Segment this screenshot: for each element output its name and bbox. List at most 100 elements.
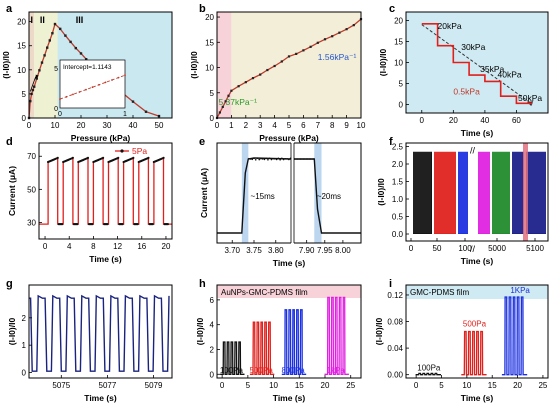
data-point-b: [251, 77, 255, 80]
ylabel-e: Current (μA): [199, 168, 209, 218]
x-tick-label-a: 30: [103, 121, 112, 130]
ylabel-g: (I-I0)/I0: [7, 318, 17, 346]
data-point-a: [33, 85, 36, 88]
data-point-e: [286, 158, 288, 160]
inset-data-point: [72, 93, 74, 96]
data-point-a: [46, 46, 49, 49]
y-tick-label-f: 0.5: [392, 213, 404, 222]
data-point-a: [31, 88, 35, 92]
x-tick-label-d: 16: [137, 242, 146, 251]
y-tick-label-c: 5: [399, 80, 404, 89]
data-point-a: [29, 99, 32, 103]
current-trace: [39, 156, 172, 225]
y-tick-label-c: 15: [394, 37, 403, 46]
region-band-b: [217, 12, 232, 118]
inset-data-point: [124, 74, 126, 77]
data-point-d: [121, 223, 124, 226]
panel-letter-f: f: [389, 136, 393, 148]
cycle-block-f: [512, 151, 524, 234]
x-tick-label-d: 4: [67, 242, 72, 251]
rise-time-band: [241, 143, 249, 243]
panel-letter-e: e: [199, 136, 205, 148]
data-point-a: [69, 40, 72, 44]
data-point-b: [244, 81, 247, 84]
data-point-b: [331, 35, 334, 38]
x-tick-label-e: 3.70: [224, 246, 240, 255]
axis-break-mark-f-x: //: [470, 244, 476, 254]
y-tick-label-h: 6: [210, 296, 215, 305]
data-point-e: [267, 158, 269, 161]
x-tick-label-c: 20: [449, 116, 458, 125]
x-tick-label-g: 5075: [52, 381, 70, 390]
data-point-e: [256, 157, 259, 160]
data-point-d: [86, 156, 90, 159]
y-tick-label-c: 20: [394, 16, 403, 25]
data-point-a: [48, 39, 51, 42]
data-point-b: [352, 24, 355, 27]
title-band-i: [406, 285, 548, 299]
data-point-e: [251, 158, 254, 161]
y-tick-label-f: 1.0: [392, 195, 404, 204]
x-tick-label-c: 40: [480, 116, 489, 125]
inset-data-point: [111, 79, 113, 81]
data-point-e: [275, 158, 278, 161]
data-point-e: [302, 158, 305, 160]
pressure-group-label: 800Pa: [282, 366, 306, 375]
y-tick-label-i: 0.08: [387, 318, 403, 327]
data-point-e: [309, 158, 312, 160]
cycle-block-f: [434, 151, 456, 234]
inset-data-point: [78, 91, 81, 93]
y-tick-label-h: 2: [210, 345, 215, 354]
pressure-group-trace: [324, 296, 349, 375]
inset-annotation: Intercept=1.1143: [63, 64, 112, 71]
panel-letter-i: i: [389, 278, 392, 290]
recovery-time-label: ~20ms: [317, 192, 341, 201]
ylabel-b: (I-I0)/I0: [189, 51, 199, 79]
data-point-a: [38, 69, 41, 72]
region-label-I: I: [31, 15, 34, 25]
region-label-II: II: [40, 15, 45, 25]
x-tick-label-a: 0: [27, 121, 32, 130]
data-point-e: [261, 158, 264, 160]
pressure-group-label: 500Pa: [463, 320, 487, 329]
y-tick-label-a: 15: [17, 42, 26, 51]
x-tick-label-d: 8: [91, 242, 96, 251]
highlight-window-f: [523, 143, 528, 241]
x-tick-label-b: 7: [316, 121, 321, 130]
plot-frame-d: [38, 142, 173, 240]
x-tick-label-f: 5000: [488, 244, 506, 253]
plot-frame-h: [216, 284, 362, 379]
data-point-e: [249, 158, 252, 160]
panel-letter-g: g: [6, 278, 13, 290]
ylabel-i: (I-I0)/I0: [374, 318, 384, 346]
plot-frame-f: [405, 142, 549, 242]
x-tick-label-d: 12: [113, 242, 122, 251]
x-tick-label-h: 25: [346, 381, 355, 390]
data-point-e: [304, 158, 306, 160]
y-tick-label-f: 0.0: [392, 230, 404, 239]
data-point-e: [274, 158, 276, 160]
fall-time-band: [314, 143, 322, 243]
y-tick-label-c: 0: [399, 101, 404, 110]
pressure-group-trace: [501, 296, 528, 376]
x-tick-label-i: 25: [538, 381, 547, 390]
x-tick-label-b: 6: [301, 121, 306, 130]
x-tick-label-b: 3: [258, 121, 263, 130]
cycle-trace-g: [29, 294, 170, 372]
data-point-b: [224, 100, 227, 103]
data-point-b: [287, 55, 291, 58]
plot-frame-a: [28, 11, 173, 119]
ylabel-h: (I-I0)/I0: [195, 318, 205, 346]
data-point-a: [59, 27, 62, 31]
y-tick-label-c: 10: [394, 59, 403, 68]
data-point-e: [247, 157, 250, 160]
data-point-e: [260, 157, 262, 160]
data-point-e: [258, 158, 261, 161]
panel-letter-a: a: [6, 3, 13, 15]
y-tick-label-a: 5: [22, 90, 27, 99]
data-point-b: [266, 68, 269, 72]
y-tick-label-b: 5: [210, 89, 215, 98]
sensitivity-annotation: 1.56kPa⁻¹: [318, 52, 357, 62]
y-tick-label-h: 0: [210, 370, 215, 379]
x-tick-label-h: 0: [220, 381, 225, 390]
